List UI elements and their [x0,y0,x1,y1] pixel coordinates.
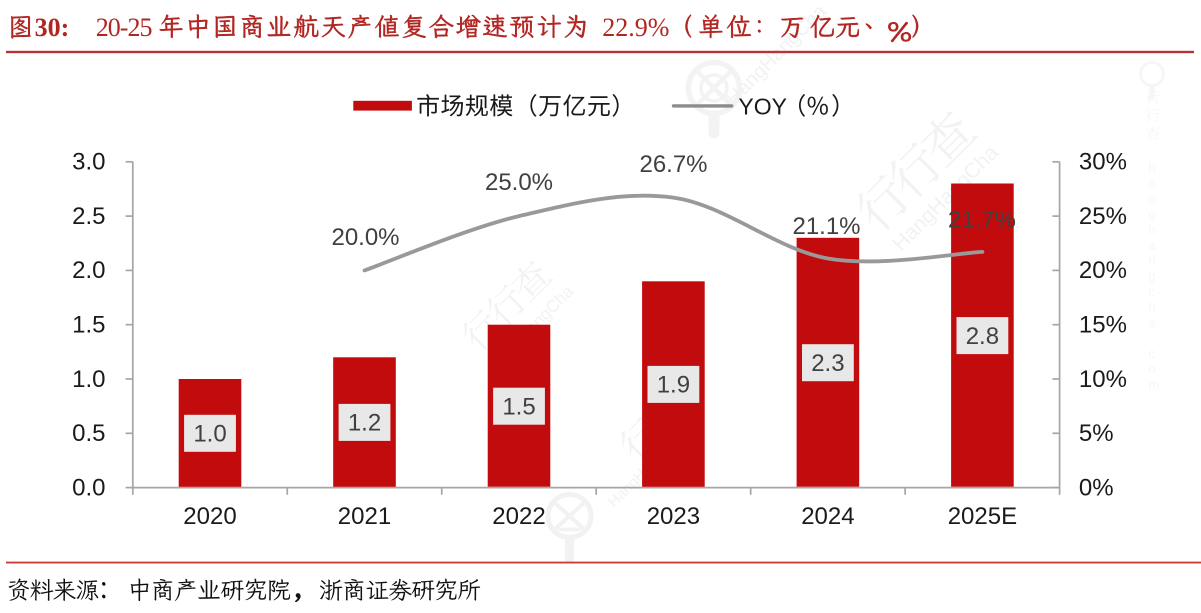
svg-text:n: n [1149,254,1156,268]
svg-text:2.5: 2.5 [72,203,105,230]
svg-text:21.1%: 21.1% [792,213,860,240]
svg-text:3.0: 3.0 [72,149,105,176]
svg-text:a: a [1149,316,1156,330]
svg-text:22.9%: 22.9% [602,13,669,42]
svg-text:0%: 0% [1079,474,1114,501]
svg-text:g: g [1149,270,1156,284]
svg-text:YOY: YOY [738,94,787,120]
svg-text:10%: 10% [1079,366,1127,393]
svg-text:20-25: 20-25 [96,13,152,42]
svg-text:1.0: 1.0 [72,366,105,393]
svg-text:2.3: 2.3 [811,350,844,377]
svg-text:2.8: 2.8 [966,323,999,350]
svg-text:0.0: 0.0 [72,474,105,501]
svg-text:20.0%: 20.0% [331,224,399,251]
svg-text:2022: 2022 [492,503,545,530]
svg-text:a: a [1149,239,1156,253]
svg-text:2025E: 2025E [948,503,1017,530]
svg-text:c: c [1149,285,1155,299]
svg-text:1.0: 1.0 [193,421,226,448]
svg-text:2.0: 2.0 [72,257,105,284]
svg-text:h: h [1149,223,1156,237]
svg-text:1.5: 1.5 [72,312,105,339]
svg-text:2023: 2023 [647,503,700,530]
svg-text:25%: 25% [1079,203,1127,230]
svg-text:2020: 2020 [183,503,236,530]
svg-text:m: m [1149,378,1159,392]
svg-text:15%: 15% [1079,312,1127,339]
svg-text:26.7%: 26.7% [639,151,707,178]
svg-text:2024: 2024 [801,503,854,530]
svg-text:21.7%: 21.7% [948,207,1016,234]
svg-text:o: o [1149,363,1156,377]
svg-text:20%: 20% [1079,257,1127,284]
svg-text:30%: 30% [1079,149,1127,176]
svg-text:0.5: 0.5 [72,420,105,447]
svg-text:1.9: 1.9 [657,372,690,399]
svg-text:h: h [1149,161,1156,175]
svg-text:30:: 30: [35,13,70,42]
svg-text:25.0%: 25.0% [485,169,553,196]
svg-text:h: h [1149,301,1156,315]
svg-text:1.2: 1.2 [348,410,381,437]
svg-text:5%: 5% [1079,420,1114,447]
svg-text:a: a [1149,177,1156,191]
svg-text:n: n [1149,192,1156,206]
svg-text:g: g [1149,208,1156,222]
svg-text:.: . [1149,332,1152,346]
svg-text:1.5: 1.5 [502,394,535,421]
svg-text:2021: 2021 [338,503,391,530]
svg-text:c: c [1149,347,1155,361]
